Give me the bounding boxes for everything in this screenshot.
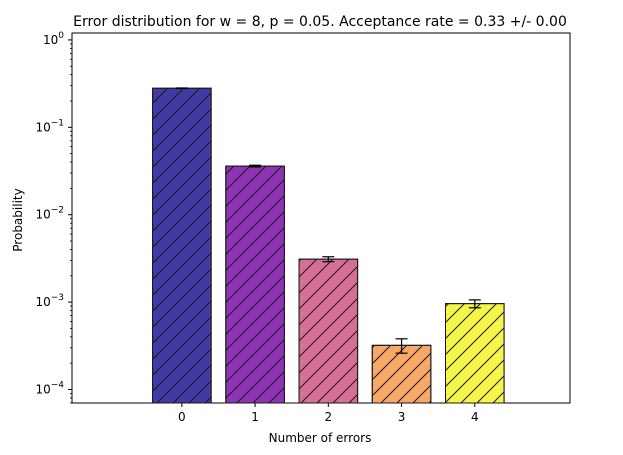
- y-tick-label-1: 10−1: [35, 118, 64, 134]
- error-bar-1: [249, 164, 262, 168]
- y-tick-label-4: 10−4: [35, 380, 64, 396]
- x-tick-label-4: 4: [471, 410, 479, 424]
- bar-1: [225, 165, 285, 404]
- chart-title: Error distribution for w = 8, p = 0.05. …: [73, 14, 567, 30]
- error-bar-3: [395, 338, 408, 354]
- bar-2: [298, 258, 359, 404]
- y-tick-label-3: 10−3: [35, 293, 64, 309]
- bar-3: [371, 344, 432, 404]
- y-tick-label-0: 100: [43, 31, 64, 47]
- x-tick-label-3: 3: [398, 410, 406, 424]
- y-tick-label-2: 10−2: [35, 206, 64, 222]
- error-bar-4: [468, 299, 481, 309]
- x-tick-label-2: 2: [325, 410, 333, 424]
- x-axis-label: Number of errors: [269, 431, 372, 445]
- x-tick-label-1: 1: [251, 410, 259, 424]
- bar-4: [445, 303, 505, 404]
- plot-area: 100 10−1 10−2 10−3 10−4 0 1 2 3 4: [35, 31, 571, 424]
- error-bar-2: [322, 256, 335, 263]
- error-bars: [175, 87, 481, 354]
- x-tick-label-0: 0: [178, 410, 186, 424]
- bars: [152, 87, 505, 404]
- bar-0: [152, 87, 212, 404]
- x-axis-ticks: 0 1 2 3 4: [178, 403, 479, 424]
- error-bar-0: [175, 87, 188, 90]
- y-axis-ticks: 100 10−1 10−2 10−3 10−4: [35, 31, 72, 404]
- y-axis-label: Probability: [11, 188, 25, 251]
